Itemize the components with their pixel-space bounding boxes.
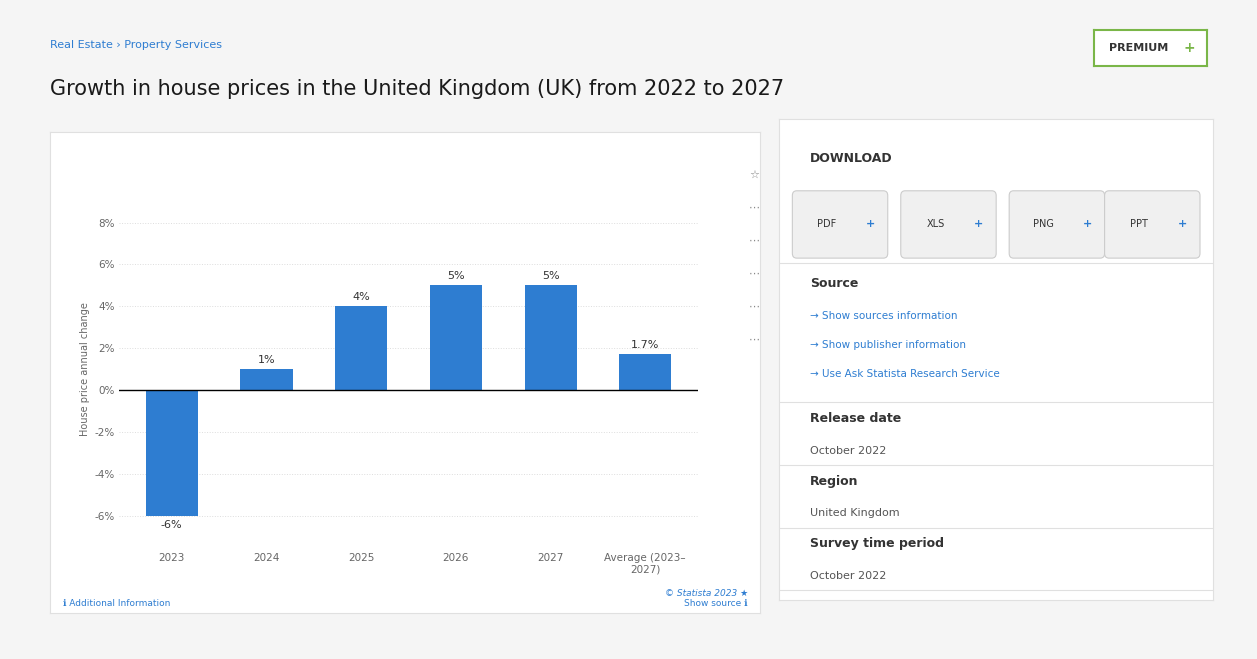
Text: → Show publisher information: → Show publisher information: [810, 340, 965, 350]
Text: → Show sources information: → Show sources information: [810, 311, 957, 321]
Text: +: +: [1178, 219, 1188, 229]
Text: PDF: PDF: [817, 219, 837, 229]
Text: ⋯: ⋯: [749, 335, 759, 345]
Text: ⋯: ⋯: [749, 236, 759, 246]
FancyBboxPatch shape: [1105, 191, 1200, 258]
Text: +: +: [1082, 219, 1092, 229]
Text: Show source ℹ: Show source ℹ: [684, 599, 748, 608]
Text: +: +: [1184, 41, 1195, 55]
Text: Source: Source: [810, 277, 859, 291]
Text: +: +: [866, 219, 875, 229]
Text: +: +: [974, 219, 983, 229]
Bar: [240, 369, 293, 390]
Text: ⋯: ⋯: [749, 269, 759, 279]
Bar: [620, 355, 671, 390]
Text: Region: Region: [810, 474, 859, 488]
Text: PREMIUM: PREMIUM: [1109, 43, 1169, 53]
Text: 1.7%: 1.7%: [631, 340, 660, 350]
Text: Real Estate › Property Services: Real Estate › Property Services: [50, 40, 222, 49]
Y-axis label: House price annual change: House price annual change: [80, 302, 91, 436]
Text: October 2022: October 2022: [810, 571, 886, 581]
Text: -6%: -6%: [161, 520, 182, 530]
Text: © Statista 2023 ★: © Statista 2023 ★: [665, 589, 748, 598]
Text: Survey time period: Survey time period: [810, 537, 944, 550]
Text: ☆: ☆: [749, 170, 759, 180]
Text: United Kingdom: United Kingdom: [810, 508, 899, 518]
Bar: [524, 285, 577, 390]
Text: Growth in house prices in the United Kingdom (UK) from 2022 to 2027: Growth in house prices in the United Kin…: [50, 79, 784, 99]
FancyBboxPatch shape: [1009, 191, 1105, 258]
Text: Release date: Release date: [810, 412, 901, 425]
Text: 5%: 5%: [542, 271, 559, 281]
Text: ℹ Additional Information: ℹ Additional Information: [63, 599, 170, 608]
Text: 1%: 1%: [258, 355, 275, 365]
Text: XLS: XLS: [926, 219, 944, 229]
Text: October 2022: October 2022: [810, 445, 886, 456]
Bar: [146, 390, 197, 515]
Text: PPT: PPT: [1130, 219, 1148, 229]
Text: ⋯: ⋯: [749, 302, 759, 312]
Text: → Use Ask Statista Research Service: → Use Ask Statista Research Service: [810, 369, 999, 379]
FancyBboxPatch shape: [901, 191, 996, 258]
Bar: [430, 285, 481, 390]
Text: ⋯: ⋯: [749, 203, 759, 213]
Text: 5%: 5%: [447, 271, 465, 281]
Text: DOWNLOAD: DOWNLOAD: [810, 152, 892, 165]
FancyBboxPatch shape: [792, 191, 887, 258]
Bar: [336, 306, 387, 390]
Text: PNG: PNG: [1033, 219, 1055, 229]
Text: 4%: 4%: [352, 292, 370, 302]
